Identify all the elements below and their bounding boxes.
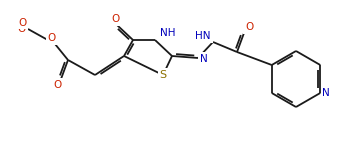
Text: NH: NH: [160, 28, 175, 38]
Text: O: O: [19, 18, 27, 28]
Text: HN: HN: [195, 31, 211, 41]
Text: O: O: [48, 33, 56, 43]
Text: N: N: [200, 54, 208, 64]
Text: S: S: [159, 70, 166, 80]
Text: O: O: [245, 22, 253, 32]
Text: N: N: [322, 88, 330, 98]
Text: O: O: [54, 80, 62, 90]
Text: O: O: [111, 14, 119, 24]
Text: O: O: [18, 24, 26, 34]
